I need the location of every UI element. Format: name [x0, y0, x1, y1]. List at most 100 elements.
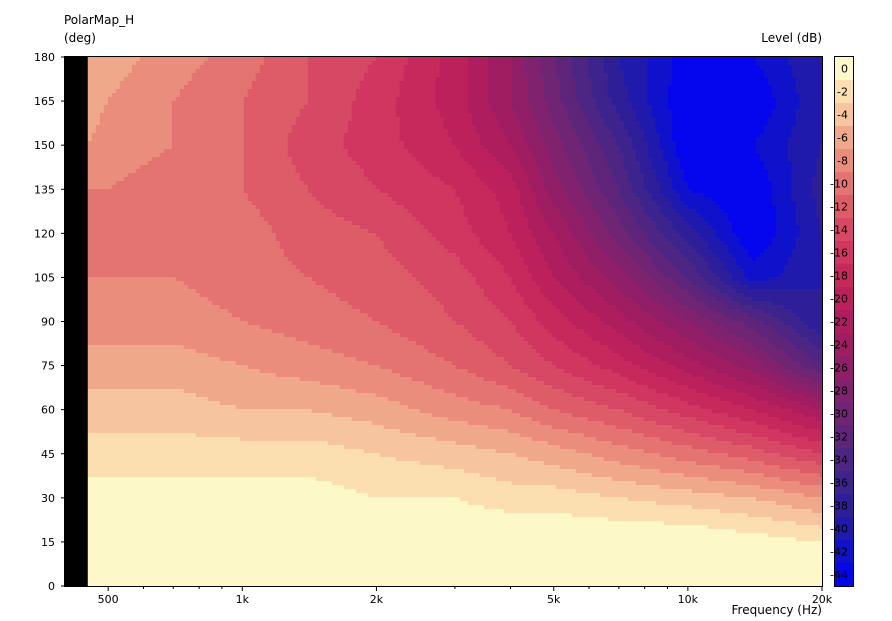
heatmap-cell — [156, 565, 161, 570]
heatmap-cell — [176, 525, 181, 530]
heatmap-cell — [184, 545, 189, 550]
heatmap-cell — [188, 477, 193, 482]
heatmap-cell — [160, 489, 165, 494]
heatmap-cell — [104, 357, 109, 362]
heatmap-cell — [180, 413, 185, 418]
heatmap-cell — [108, 245, 113, 250]
heatmap-cell — [152, 73, 157, 78]
heatmap-cell — [100, 205, 105, 210]
heatmap-cell — [236, 209, 241, 214]
heatmap-cell — [216, 457, 221, 462]
heatmap-cell — [152, 477, 157, 482]
heatmap-cell — [152, 261, 157, 266]
heatmap-cell — [188, 153, 193, 158]
heatmap-cell — [136, 401, 141, 406]
heatmap-cell — [232, 149, 237, 154]
heatmap-cell — [200, 485, 205, 490]
heatmap-cell — [100, 121, 105, 126]
heatmap-cell — [96, 577, 101, 582]
heatmap-cell — [116, 169, 121, 174]
heatmap-cell — [100, 365, 105, 370]
heatmap-cell — [120, 61, 125, 66]
heatmap-cell — [224, 165, 229, 170]
heatmap-cell — [148, 137, 153, 142]
heatmap-cell — [136, 145, 141, 150]
heatmap-cell — [204, 85, 209, 90]
heatmap-cell — [220, 161, 225, 166]
heatmap-cell — [108, 217, 113, 222]
heatmap-cell — [116, 269, 121, 274]
heatmap-cell — [224, 185, 229, 190]
heatmap-cell — [96, 477, 101, 482]
heatmap-cell — [212, 353, 217, 358]
heatmap-cell — [156, 509, 161, 514]
heatmap-cell — [196, 73, 201, 78]
heatmap-cell — [224, 277, 229, 282]
heatmap-cell — [208, 437, 213, 442]
heatmap-cell — [232, 305, 237, 310]
heatmap-cell — [116, 433, 121, 438]
heatmap-cell — [128, 293, 133, 298]
heatmap-cell — [96, 521, 101, 526]
heatmap-cell — [224, 209, 229, 214]
heatmap-cell — [152, 173, 157, 178]
heatmap-cell — [224, 161, 229, 166]
heatmap-cell — [176, 281, 181, 286]
heatmap-cell — [116, 305, 121, 310]
heatmap-cell — [196, 277, 201, 282]
heatmap-cell — [176, 189, 181, 194]
heatmap-cell — [88, 73, 93, 78]
heatmap-cell — [132, 257, 137, 262]
heatmap-cell — [176, 337, 181, 342]
heatmap-cell — [136, 77, 141, 82]
heatmap-cell — [92, 245, 97, 250]
heatmap-cell — [228, 305, 233, 310]
heatmap-cell — [148, 577, 153, 582]
heatmap-cell — [104, 553, 109, 558]
heatmap-cell — [116, 301, 121, 306]
heatmap-cell — [236, 101, 241, 106]
heatmap-cell — [120, 417, 125, 422]
heatmap-cell — [188, 565, 193, 570]
heatmap-cell — [124, 333, 129, 338]
heatmap-cell — [220, 185, 225, 190]
heatmap-cell — [128, 221, 133, 226]
heatmap-cell — [88, 265, 93, 270]
heatmap-cell — [192, 389, 197, 394]
heatmap-cell — [180, 397, 185, 402]
heatmap-cell — [188, 109, 193, 114]
heatmap-cell — [208, 61, 213, 66]
heatmap-cell — [232, 209, 237, 214]
heatmap-cell — [192, 265, 197, 270]
heatmap-cell — [188, 465, 193, 470]
heatmap-cell — [156, 553, 161, 558]
heatmap-cell — [168, 157, 173, 162]
heatmap-cell — [216, 541, 221, 546]
heatmap-cell — [100, 485, 105, 490]
heatmap-cell — [112, 277, 117, 282]
heatmap-cell — [164, 173, 169, 178]
heatmap-cell — [104, 437, 109, 442]
heatmap-cell — [160, 353, 165, 358]
heatmap-cell — [120, 549, 125, 554]
heatmap-cell — [180, 261, 185, 266]
heatmap-cell — [188, 481, 193, 486]
heatmap-cell — [180, 101, 185, 106]
heatmap-cell — [104, 429, 109, 434]
heatmap-cell — [236, 109, 241, 114]
heatmap-cell — [172, 169, 177, 174]
heatmap-cell — [144, 553, 149, 558]
heatmap-cell — [236, 329, 241, 334]
heatmap-cell — [228, 393, 233, 398]
heatmap-cell — [124, 125, 129, 130]
heatmap-cell — [132, 133, 137, 138]
heatmap-cell — [232, 561, 237, 566]
heatmap-cell — [204, 465, 209, 470]
heatmap-cell — [188, 289, 193, 294]
heatmap-cell — [184, 325, 189, 330]
heatmap-cell — [188, 513, 193, 518]
heatmap-cell — [232, 257, 237, 262]
heatmap-cell — [192, 293, 197, 298]
heatmap-cell — [208, 469, 213, 474]
heatmap-cell — [196, 89, 201, 94]
